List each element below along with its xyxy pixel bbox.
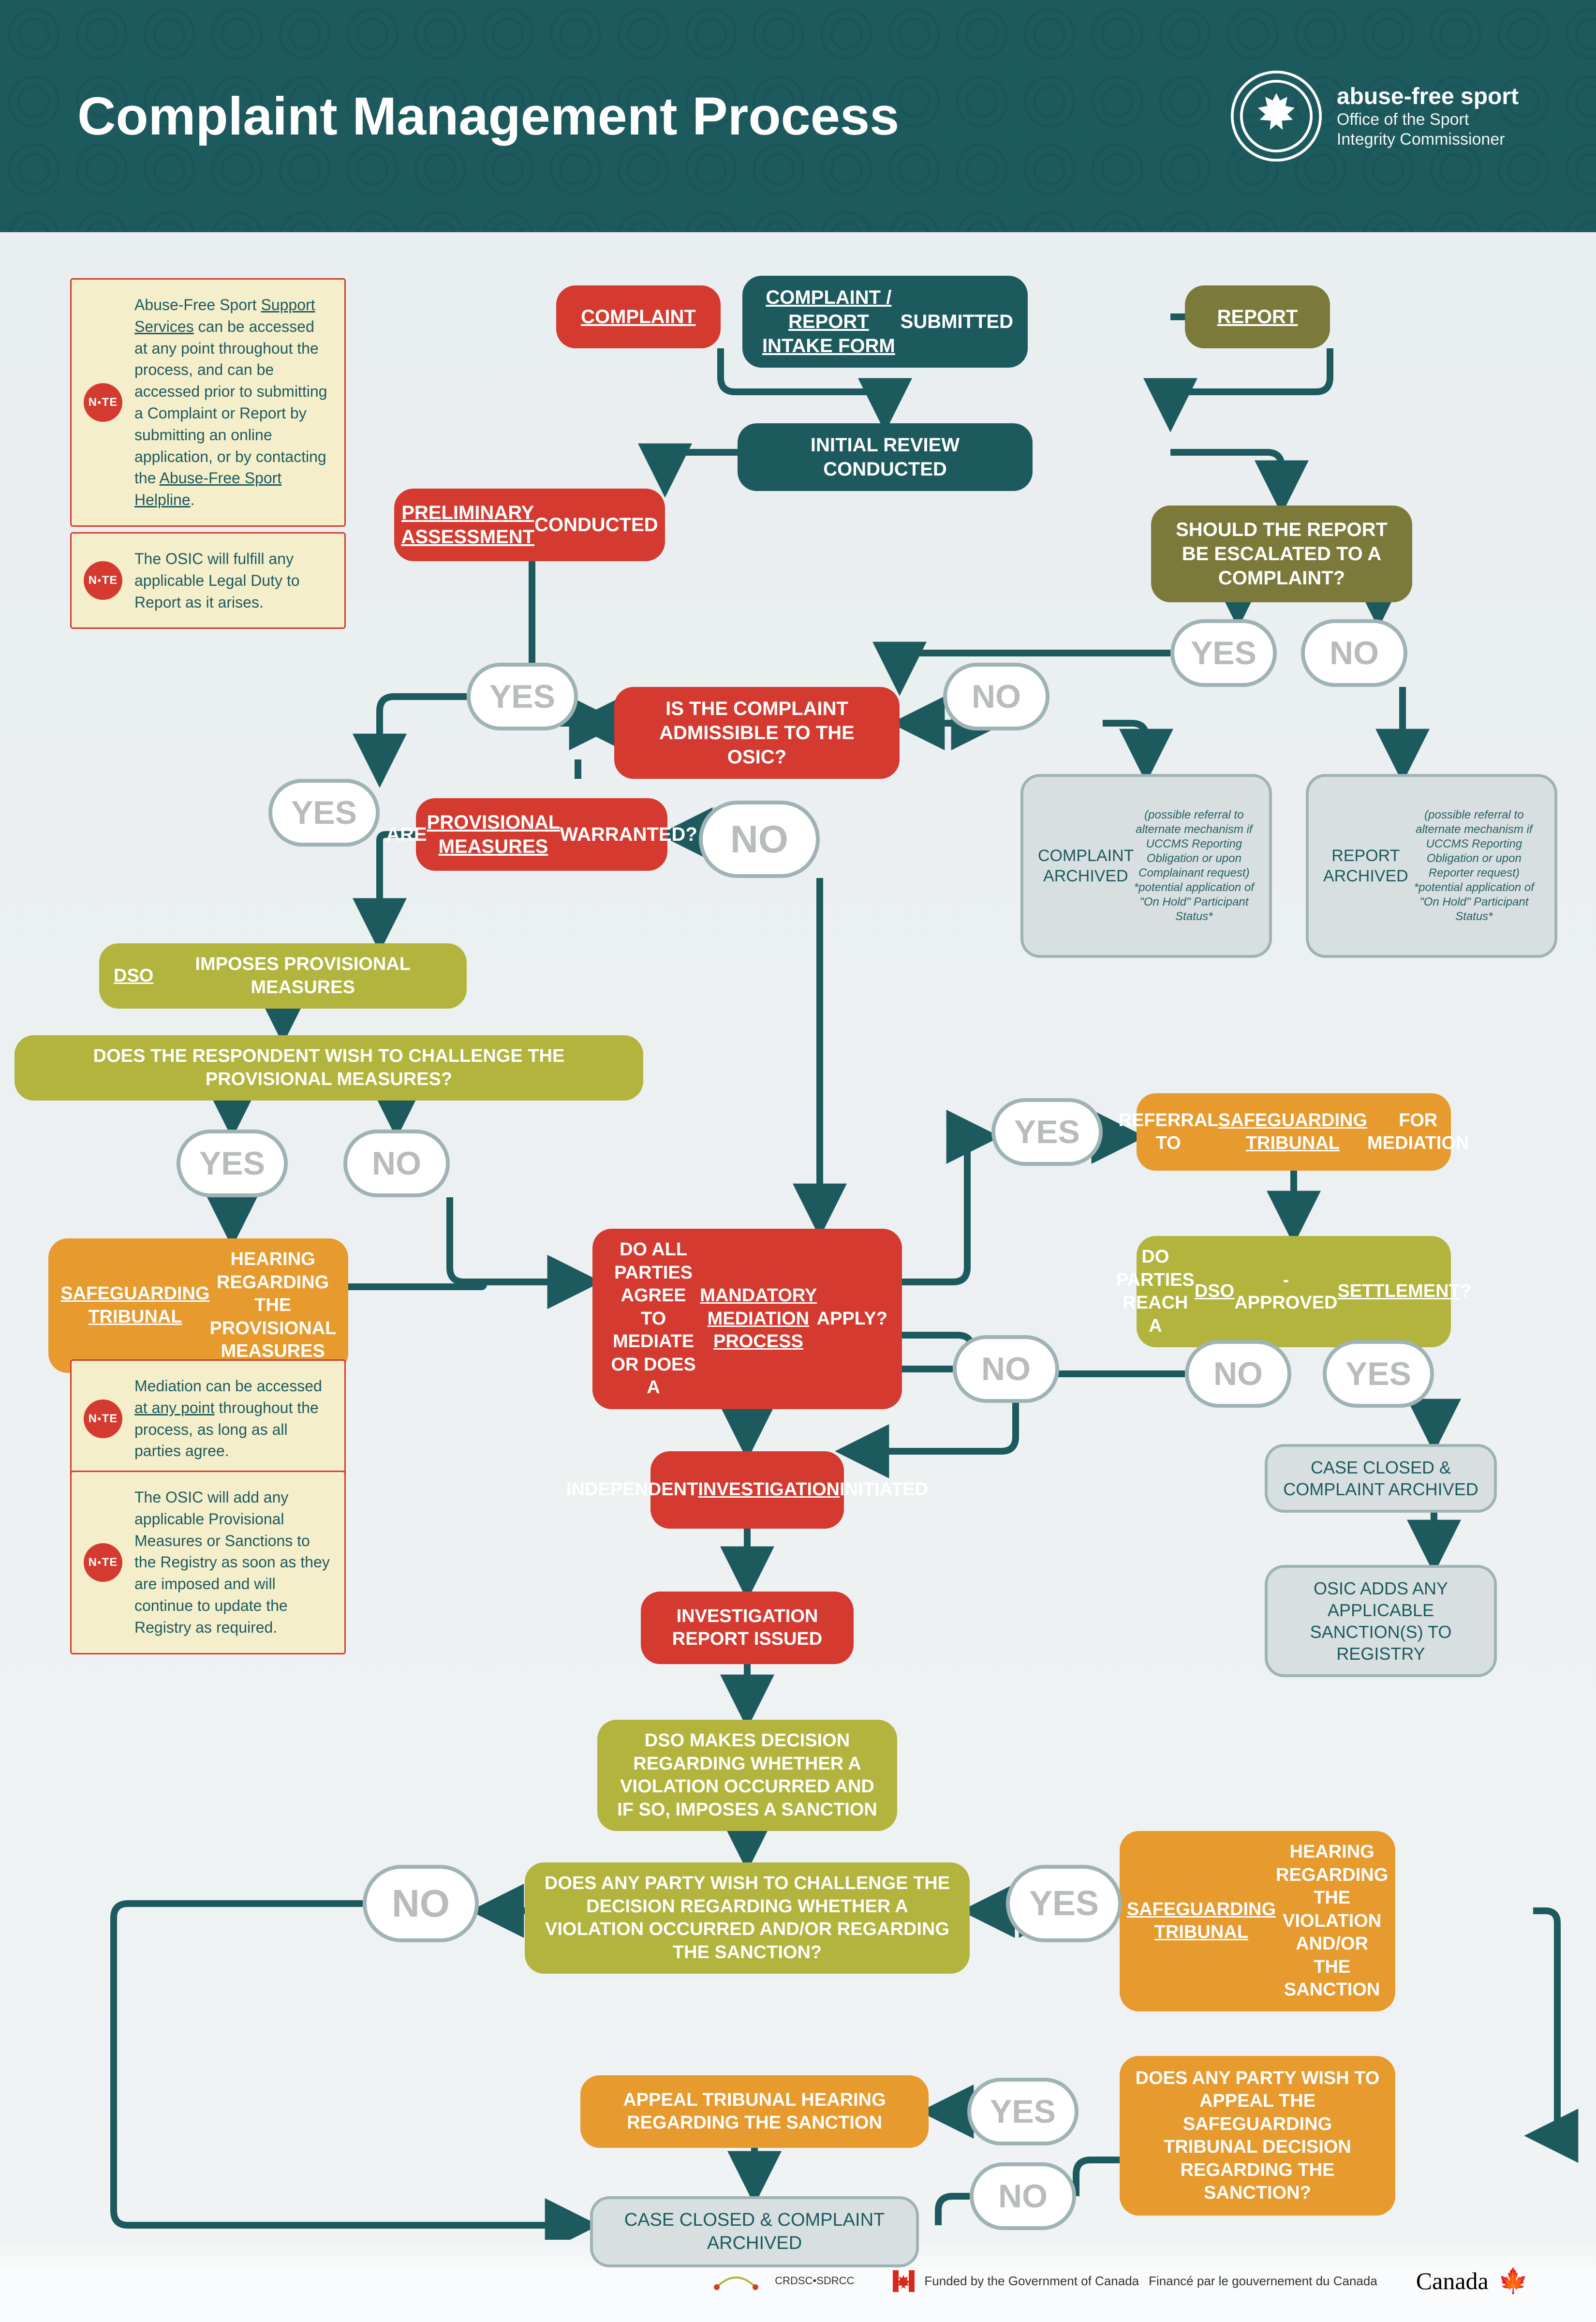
flowchart-canvas: COMPLAINT / REPORT INTAKE FORM SUBMITTED… [0,232,1596,2240]
pill-esc_yes: YES [1170,619,1277,687]
pill-ch_yes: YES [177,1130,288,1197]
node-settlement: DO PARTIES REACH A DSO-APPROVED SETTLEME… [1137,1236,1451,1347]
funded-by: Funded by the Government of Canada Finan… [893,2270,1377,2292]
note-n2: N●TEThe OSIC will fulfill any applicable… [70,532,346,629]
note-badge-icon: N●TE [84,383,122,422]
node-challenge_pm: DOES THE RESPONDENT WISH TO CHALLENGE TH… [15,1035,643,1101]
pill-pw_no: NO [699,801,820,878]
node-prelim: PRELIMINARY ASSESSMENT CONDUCTED [394,489,665,561]
pill-cd_yes: YES [1006,1865,1122,1942]
note-badge-icon: N●TE [84,1543,122,1582]
pill-esc_no: NO [1301,619,1407,687]
pill-pw_yes: YES [268,779,380,847]
node-mediate_q: DO ALL PARTIES AGREE TO MEDIATE OR DOES … [592,1229,902,1409]
page-title: Complaint Management Process [77,86,899,147]
pill-adm_yes: YES [467,663,578,730]
node-st_hearing_v: SAFEGUARDING TRIBUNAL HEARING REGARDING … [1120,1831,1395,2011]
brand-subtitle-1: Office of the Sport [1337,110,1519,130]
brand-logo: abuse-free sport Office of the Sport Int… [1230,70,1519,162]
brand-subtitle-2: Integrity Commissioner [1337,130,1519,149]
flag-icon: 🍁 [1498,2267,1528,2295]
canada-wordmark: Canada🍁 [1416,2267,1528,2295]
brand-name: abuse-free sport [1337,83,1519,110]
note-badge-icon: N●TE [84,1399,122,1438]
node-report: REPORT [1185,285,1330,348]
node-dso_decision: DSO MAKES DECISION REGARDING WHETHER A V… [597,1720,897,1831]
node-appeal_hear: APPEAL TRIBUNAL HEARING REGARDING THE SA… [580,2075,929,2148]
pill-ap_no: NO [970,2162,1076,2230]
node-admissible: IS THE COMPLAINT ADMISSIBLE TO THE OSIC? [614,687,900,779]
node-appeal_q: DOES ANY PARTY WISH TO APPEAL THE SAFEGU… [1120,2056,1395,2216]
node-case_closed1: CASE CLOSED & COMPLAINT ARCHIVED [1265,1444,1497,1513]
pill-set_yes: YES [1323,1340,1434,1408]
node-case_closed2: CASE CLOSED & COMPLAINT ARCHIVED [590,2196,919,2267]
pill-adm_no: NO [943,663,1049,730]
node-intake: COMPLAINT / REPORT INTAKE FORM SUBMITTED [742,276,1028,368]
maple-leaf-icon [1230,70,1322,162]
node-comp_arch: COMPLAINT ARCHIVED(possible referral to … [1020,774,1272,958]
node-osic_registry: OSIC ADDS ANY APPLICABLE SANCTION(S) TO … [1265,1565,1497,1677]
note-badge-icon: N●TE [84,561,122,600]
node-complaint: COMPLAINT [556,285,721,348]
pill-set_no: NO [1185,1340,1291,1408]
crdsc-logo: CRDSC•SDRCC [707,2263,854,2299]
pill-ap_yes: YES [967,2078,1079,2145]
node-prov_warr: ARE PROVISIONAL MEASURES WARRANTED? [416,798,667,871]
node-dso_imposes: DSO IMPOSES PROVISIONAL MEASURES [99,943,467,1009]
node-ref_mediation: REFERRAL TO SAFEGUARDING TRIBUNAL FOR ME… [1137,1093,1451,1171]
note-n1: N●TEAbuse-Free Sport Support Services ca… [70,278,346,527]
note-n4: N●TEThe OSIC will add any applicable Pro… [70,1471,346,1654]
node-inv_report: INVESTIGATION REPORT ISSUED [641,1592,854,1664]
node-escalate: SHOULD THE REPORT BE ESCALATED TO A COMP… [1151,506,1412,602]
pill-ch_no: NO [343,1130,450,1197]
pill-cd_no: NO [363,1865,479,1942]
node-rep_arch: REPORT ARCHIVED(possible referral to alt… [1306,774,1557,958]
node-challenge_dec: DOES ANY PARTY WISH TO CHALLENGE THE DEC… [525,1862,970,1974]
pill-med_yes: YES [991,1098,1103,1166]
note-n3: N●TEMediation can be accessed at any poi… [70,1359,346,1478]
pill-med_no: NO [953,1335,1059,1403]
canada-flag-icon [893,2270,915,2292]
node-investigation: INDEPENDENT INVESTIGATION INITIATED [650,1451,844,1529]
header: Complaint Management Process abuse-free … [0,0,1596,232]
node-st_hearing_pm: SAFEGUARDING TRIBUNAL HEARING REGARDING … [48,1238,348,1373]
node-initial: INITIAL REVIEW CONDUCTED [738,423,1033,491]
